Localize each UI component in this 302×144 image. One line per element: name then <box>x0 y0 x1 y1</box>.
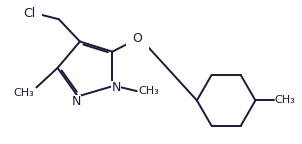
Text: CH₃: CH₃ <box>275 95 295 105</box>
Text: N: N <box>111 81 121 94</box>
Text: N: N <box>72 95 81 108</box>
Text: CH₃: CH₃ <box>14 88 34 98</box>
Text: CH₃: CH₃ <box>138 86 159 96</box>
Text: O: O <box>133 32 143 45</box>
Text: Cl: Cl <box>23 7 36 20</box>
